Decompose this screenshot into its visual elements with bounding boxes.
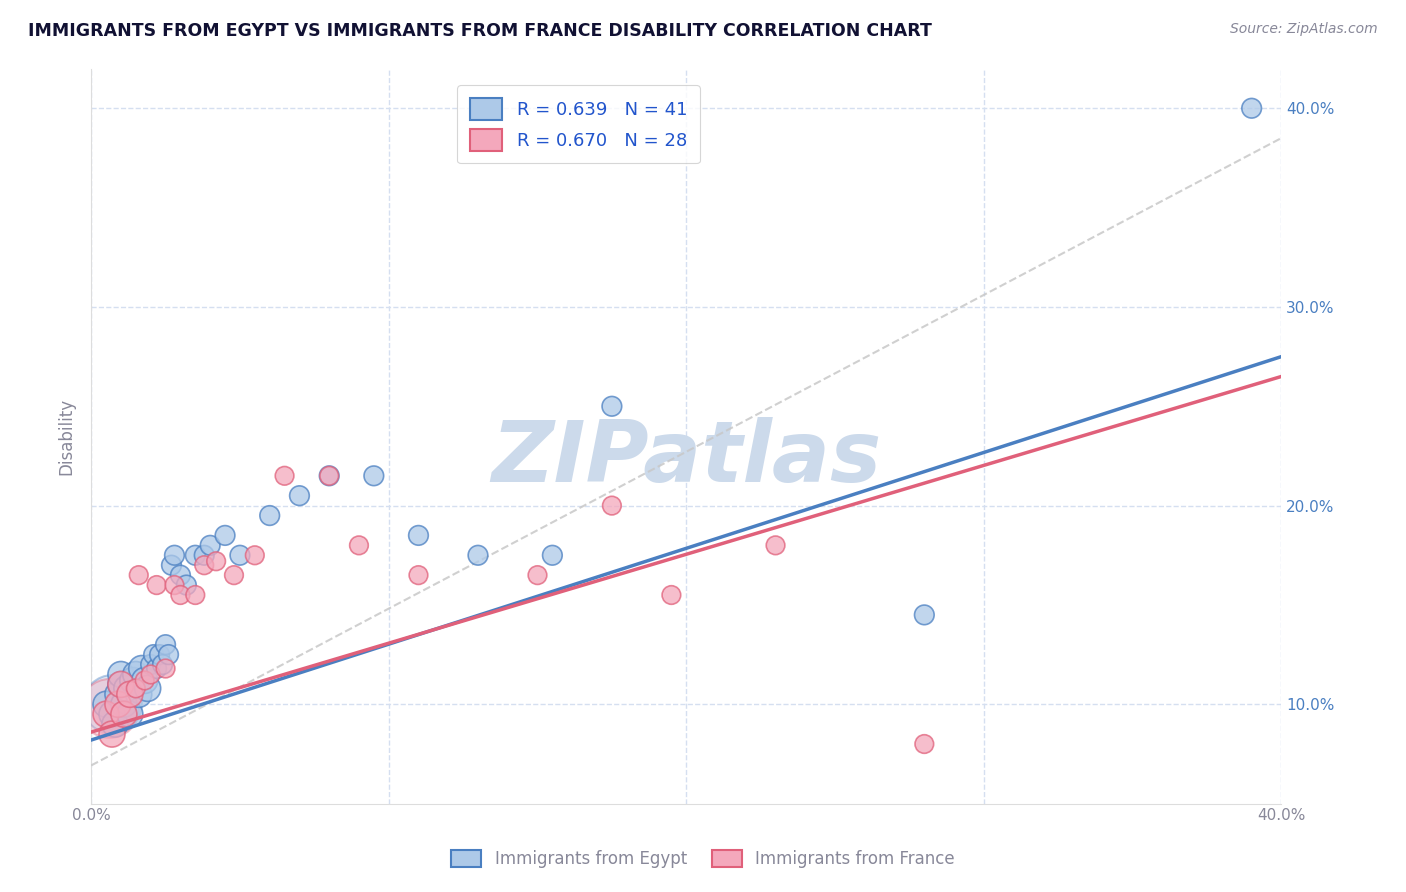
Point [118,707,141,722]
Y-axis label: Disability: Disability [58,398,75,475]
Point [104,717,127,731]
Point [125,667,148,681]
Point [205,554,228,568]
Point [145,578,167,592]
Point [142,648,165,662]
Point [163,578,186,592]
Point [193,558,215,573]
Point [94,707,117,722]
Point [184,549,207,563]
Point [110,677,132,691]
Point [273,468,295,483]
Point [600,499,623,513]
Point [600,399,623,413]
Point [222,568,245,582]
Point [198,538,221,552]
Point [149,648,172,662]
Point [1240,101,1263,115]
Point [107,698,129,712]
Point [101,727,124,741]
Point [363,468,385,483]
Point [541,549,564,563]
Point [467,549,489,563]
Point [184,588,207,602]
Point [101,698,124,712]
Point [155,661,177,675]
Point [115,681,138,696]
Point [112,707,135,722]
Legend: R = 0.639   N = 41, R = 0.670   N = 28: R = 0.639 N = 41, R = 0.670 N = 28 [457,85,700,163]
Point [157,648,180,662]
Point [136,681,159,696]
Point [347,538,370,552]
Point [318,468,340,483]
Point [912,607,935,622]
Point [107,687,129,701]
Point [526,568,548,582]
Point [214,528,236,542]
Point [912,737,935,751]
Point [765,538,787,552]
Point [229,549,252,563]
Point [408,568,430,582]
Point [128,687,150,701]
Point [318,468,340,483]
Text: Source: ZipAtlas.com: Source: ZipAtlas.com [1230,22,1378,37]
Text: ZIPatlas: ZIPatlas [491,417,882,500]
Point [288,489,311,503]
Point [94,698,117,712]
Point [155,638,177,652]
Point [193,549,215,563]
Point [163,549,186,563]
Legend: Immigrants from Egypt, Immigrants from France: Immigrants from Egypt, Immigrants from F… [444,843,962,875]
Point [152,657,174,672]
Point [101,707,124,722]
Point [169,568,191,582]
Point [243,549,266,563]
Point [118,687,141,701]
Point [134,673,156,688]
Point [139,657,162,672]
Point [134,673,156,688]
Point [139,667,162,681]
Point [98,701,121,715]
Point [110,677,132,691]
Point [110,667,132,681]
Point [169,588,191,602]
Point [408,528,430,542]
Point [160,558,183,573]
Point [131,661,153,675]
Point [121,673,143,688]
Point [112,698,135,712]
Text: IMMIGRANTS FROM EGYPT VS IMMIGRANTS FROM FRANCE DISABILITY CORRELATION CHART: IMMIGRANTS FROM EGYPT VS IMMIGRANTS FROM… [28,22,932,40]
Point [259,508,281,523]
Point [661,588,683,602]
Point [125,681,148,696]
Point [145,661,167,675]
Point [128,568,150,582]
Point [176,578,198,592]
